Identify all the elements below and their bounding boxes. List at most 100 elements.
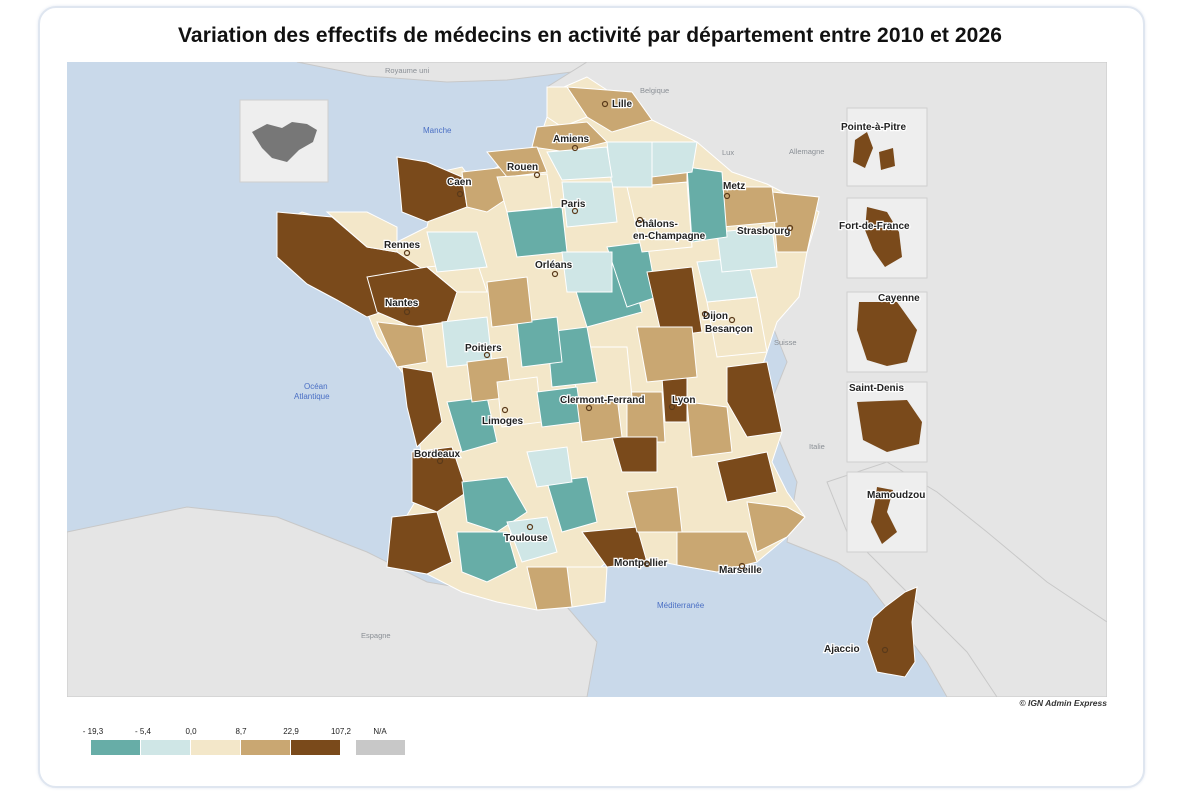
legend-break-1: - 19,3 bbox=[82, 727, 104, 736]
city-besancon: Besançon bbox=[705, 324, 753, 335]
dept-meuse[interactable] bbox=[686, 166, 728, 243]
city-champagne: en-Champagne bbox=[633, 231, 706, 242]
city-rouen: Rouen bbox=[507, 162, 538, 173]
dept-ardennes[interactable] bbox=[646, 141, 698, 178]
city-marseille: Marseille bbox=[719, 565, 762, 576]
city-paris: Paris bbox=[561, 199, 586, 210]
dept-pyr-or[interactable] bbox=[566, 566, 608, 608]
label-manche: Manche bbox=[423, 126, 452, 135]
copyright: © IGN Admin Express bbox=[1019, 698, 1107, 708]
dept-bdr[interactable] bbox=[676, 531, 758, 573]
city-limoges: Limoges bbox=[482, 416, 524, 427]
label-germany: Allemagne bbox=[789, 147, 824, 156]
city-montpellier: Montpellier bbox=[614, 558, 667, 569]
dept-alpes-mar[interactable] bbox=[716, 451, 778, 503]
land-uk bbox=[296, 62, 588, 83]
label-belgium: Belgique bbox=[640, 86, 669, 95]
legend-na-label: N/A bbox=[373, 727, 387, 736]
overseas-fort-de-france: Fort-de-France bbox=[839, 221, 910, 232]
dept-sarthe[interactable] bbox=[426, 231, 488, 273]
label-lux: Lux bbox=[722, 148, 734, 157]
guadeloupe-shape[interactable] bbox=[853, 132, 895, 170]
dept-cantal[interactable] bbox=[576, 396, 623, 443]
dept-var[interactable] bbox=[746, 501, 806, 553]
overseas-pointe-a-pitre: Pointe-à-Pitre bbox=[841, 122, 906, 133]
world-inset bbox=[239, 99, 329, 183]
dept-seine-mar[interactable] bbox=[486, 146, 548, 178]
overseas-insets bbox=[846, 107, 928, 553]
label-switzerland: Suisse bbox=[774, 338, 797, 347]
dept-loiret[interactable] bbox=[561, 251, 613, 293]
label-ocean-2: Atlantique bbox=[294, 392, 330, 401]
dept-somme[interactable] bbox=[531, 121, 608, 153]
legend-swatch-1 bbox=[91, 740, 140, 755]
city-labels: Lille Amiens Rouen Caen Metz Paris Châlo… bbox=[383, 98, 927, 656]
legend-break-4: 8,7 bbox=[235, 727, 247, 736]
label-italy: Italie bbox=[809, 442, 825, 451]
overseas-cayenne: Cayenne bbox=[878, 293, 920, 304]
dept-hte-gar[interactable] bbox=[456, 531, 518, 583]
legend-break-5: 22,9 bbox=[283, 727, 299, 736]
legend-break-2: - 5,4 bbox=[134, 727, 151, 736]
dept-aveyron[interactable] bbox=[526, 446, 573, 488]
dept-saone-loire[interactable] bbox=[636, 326, 698, 383]
label-med: Méditerranée bbox=[657, 601, 705, 610]
dept-savoie[interactable] bbox=[726, 361, 783, 438]
dept-hte-loire[interactable] bbox=[611, 436, 658, 473]
dept-creuse[interactable] bbox=[516, 316, 563, 368]
guyane-shape[interactable] bbox=[857, 302, 917, 366]
label-spain: Espagne bbox=[361, 631, 391, 640]
dept-loire[interactable] bbox=[626, 391, 666, 443]
legend-swatch-4 bbox=[241, 740, 290, 755]
city-strasbourg: Strasbourg bbox=[737, 226, 790, 237]
departments bbox=[276, 86, 820, 611]
city-dijon: Dijon bbox=[703, 311, 728, 322]
legend-break-6: 107,2 bbox=[330, 727, 352, 736]
dept-aisne[interactable] bbox=[606, 141, 653, 188]
reunion-shape[interactable] bbox=[857, 400, 922, 452]
label-uk: Royaume uni bbox=[385, 66, 430, 75]
city-lyon: Lyon bbox=[672, 395, 696, 406]
city-lille: Lille bbox=[612, 99, 632, 110]
map-title: Variation des effectifs de médecins en a… bbox=[177, 24, 1003, 47]
dept-eure[interactable] bbox=[496, 173, 553, 213]
city-markers bbox=[403, 100, 889, 654]
dept-landes[interactable] bbox=[386, 511, 453, 575]
legend-swatch-3 bbox=[191, 740, 240, 755]
overseas-mamoudzou: Mamoudzou bbox=[867, 490, 925, 501]
dept-charente-mar[interactable] bbox=[401, 366, 443, 448]
dept-cotes[interactable] bbox=[325, 211, 398, 253]
dept-pas-calais[interactable] bbox=[546, 86, 588, 128]
dept-eure-loir[interactable] bbox=[506, 206, 568, 258]
dept-gard[interactable] bbox=[626, 486, 683, 533]
city-clermont: Clermont-Ferrand bbox=[560, 395, 644, 406]
city-poitiers: Poitiers bbox=[465, 343, 502, 354]
dept-cote-dor[interactable] bbox=[646, 266, 703, 338]
choropleth-map[interactable]: Royaume uni Belgique Lux Allemagne Suiss… bbox=[67, 62, 1107, 697]
city-metz: Metz bbox=[723, 181, 745, 192]
dept-idf[interactable] bbox=[561, 181, 618, 228]
dept-tarn[interactable] bbox=[546, 476, 598, 533]
legend-break-3: 0,0 bbox=[185, 727, 197, 736]
dept-aude[interactable] bbox=[526, 566, 573, 611]
dept-gironde[interactable] bbox=[411, 446, 468, 513]
world-shape bbox=[252, 122, 317, 162]
dept-correze[interactable] bbox=[536, 386, 583, 428]
city-nantes: Nantes bbox=[385, 298, 419, 309]
dept-oise[interactable] bbox=[546, 146, 613, 181]
city-rennes: Rennes bbox=[384, 240, 421, 251]
dept-ariege[interactable] bbox=[506, 516, 558, 563]
dept-vendee[interactable] bbox=[376, 321, 428, 368]
city-ajaccio: Ajaccio bbox=[824, 644, 860, 655]
dept-bas-rhin[interactable] bbox=[771, 191, 820, 253]
martinique-shape[interactable] bbox=[865, 207, 902, 267]
corsica[interactable] bbox=[866, 586, 918, 678]
city-chalons: Châlons- bbox=[635, 219, 678, 230]
dept-indre[interactable] bbox=[486, 276, 533, 328]
city-orleans: Orléans bbox=[535, 260, 573, 271]
city-amiens: Amiens bbox=[553, 134, 590, 145]
city-caen: Caen bbox=[447, 177, 471, 188]
dept-vosges[interactable] bbox=[716, 226, 778, 273]
mayotte-shape[interactable] bbox=[871, 487, 897, 544]
dept-isere[interactable] bbox=[686, 401, 733, 458]
